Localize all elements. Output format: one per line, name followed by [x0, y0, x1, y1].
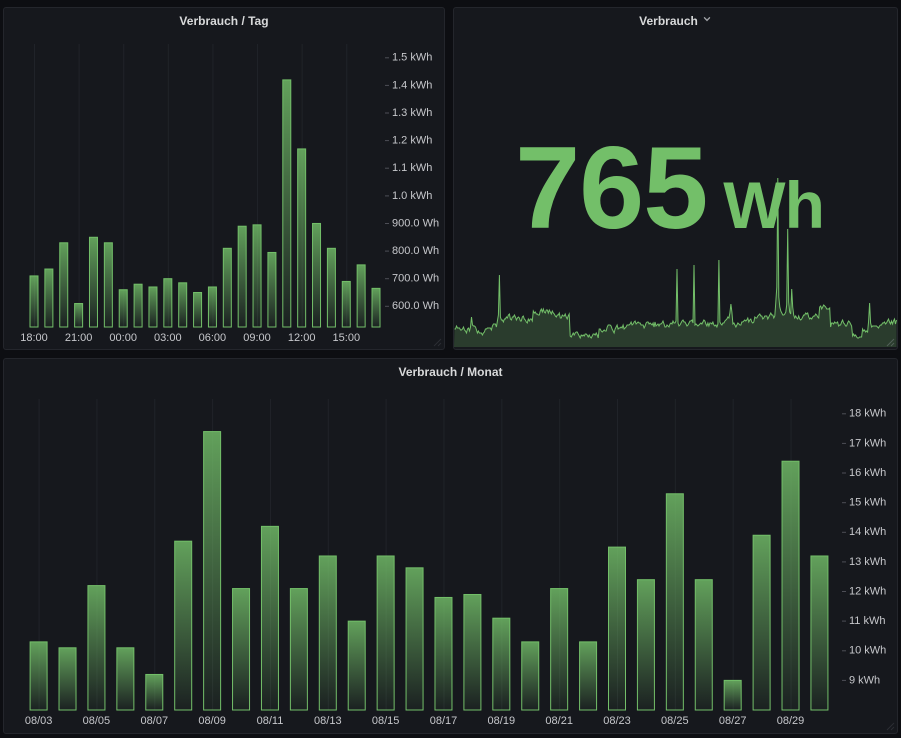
svg-text:1.0 kWh: 1.0 kWh: [392, 190, 432, 202]
panel-title-verbrauch-stat[interactable]: Verbrauch: [454, 14, 897, 30]
svg-text:900.0 Wh: 900.0 Wh: [392, 217, 439, 229]
svg-text:13 kWh: 13 kWh: [849, 556, 886, 568]
svg-text:06:00: 06:00: [199, 332, 227, 344]
panel-title-verbrauch-tag[interactable]: Verbrauch / Tag: [4, 14, 444, 30]
svg-text:15:00: 15:00: [333, 332, 361, 344]
svg-text:9 kWh: 9 kWh: [849, 674, 880, 686]
svg-text:08/21: 08/21: [545, 715, 573, 727]
panel-resize-handle[interactable]: [886, 338, 895, 347]
bar-chart-verbrauch-tag[interactable]: 18:00 21:00 00:00 03:00 06:00 09:00 12:00 15:00…: [4, 8, 444, 349]
panel-resize-handle[interactable]: [886, 722, 895, 731]
stat-unit: Wh: [723, 168, 825, 242]
svg-text:08/29: 08/29: [777, 715, 805, 727]
chevron-down-icon: [702, 13, 712, 28]
svg-text:08/27: 08/27: [719, 715, 747, 727]
stat-sparkline[interactable]: [454, 8, 897, 349]
panel-resize-handle[interactable]: [433, 338, 442, 347]
svg-text:800.0 Wh: 800.0 Wh: [392, 245, 439, 257]
panel-title-verbrauch-monat[interactable]: Verbrauch / Monat: [4, 365, 897, 381]
svg-text:1.5 kWh: 1.5 kWh: [392, 52, 432, 64]
svg-text:18 kWh: 18 kWh: [849, 408, 886, 420]
bar-chart-verbrauch-monat[interactable]: 08/03 08/05 08/07 08/09 08/11 08/13 08/15 08/17…: [4, 359, 897, 733]
panel-title-text: Verbrauch: [639, 14, 698, 28]
svg-text:1.3 kWh: 1.3 kWh: [392, 107, 432, 119]
svg-text:08/15: 08/15: [372, 715, 400, 727]
svg-text:08/03: 08/03: [25, 715, 53, 727]
svg-text:09:00: 09:00: [243, 332, 271, 344]
svg-text:600.0 Wh: 600.0 Wh: [392, 300, 439, 312]
stat-value: 765: [515, 122, 708, 253]
svg-text:08/25: 08/25: [661, 715, 689, 727]
svg-text:11 kWh: 11 kWh: [849, 615, 885, 627]
svg-text:14 kWh: 14 kWh: [849, 526, 886, 538]
panel-title-text: Verbrauch / Monat: [398, 365, 503, 379]
svg-text:10 kWh: 10 kWh: [849, 645, 886, 657]
svg-text:08/07: 08/07: [141, 715, 169, 727]
svg-text:1.1 kWh: 1.1 kWh: [392, 162, 432, 174]
svg-text:08/09: 08/09: [198, 715, 226, 727]
svg-text:08/11: 08/11: [257, 715, 284, 727]
svg-text:08/19: 08/19: [488, 715, 516, 727]
svg-text:08/23: 08/23: [603, 715, 631, 727]
svg-text:700.0 Wh: 700.0 Wh: [392, 273, 439, 285]
svg-text:08/05: 08/05: [83, 715, 111, 727]
svg-text:00:00: 00:00: [109, 332, 137, 344]
svg-text:12 kWh: 12 kWh: [849, 585, 886, 597]
panel-verbrauch-stat: Verbrauch 765 Wh: [453, 7, 898, 350]
svg-text:18:00: 18:00: [20, 332, 48, 344]
panel-title-text: Verbrauch / Tag: [179, 14, 269, 28]
panel-verbrauch-monat: Verbrauch / Monat 08/03 08/05 08/07 08/09 08…: [3, 358, 898, 734]
panel-verbrauch-tag: Verbrauch / Tag 18:00 21:00 00:00 03:00 06:0…: [3, 7, 445, 350]
svg-text:08/17: 08/17: [430, 715, 458, 727]
svg-text:21:00: 21:00: [65, 332, 93, 344]
svg-text:1.2 kWh: 1.2 kWh: [392, 135, 432, 147]
svg-text:17 kWh: 17 kWh: [849, 437, 886, 449]
stat-big-value: 765 Wh: [448, 129, 891, 246]
svg-text:03:00: 03:00: [154, 332, 182, 344]
svg-text:15 kWh: 15 kWh: [849, 497, 886, 509]
svg-text:16 kWh: 16 kWh: [849, 467, 886, 479]
svg-text:1.4 kWh: 1.4 kWh: [392, 79, 432, 91]
svg-text:12:00: 12:00: [288, 332, 316, 344]
svg-text:08/13: 08/13: [314, 715, 342, 727]
